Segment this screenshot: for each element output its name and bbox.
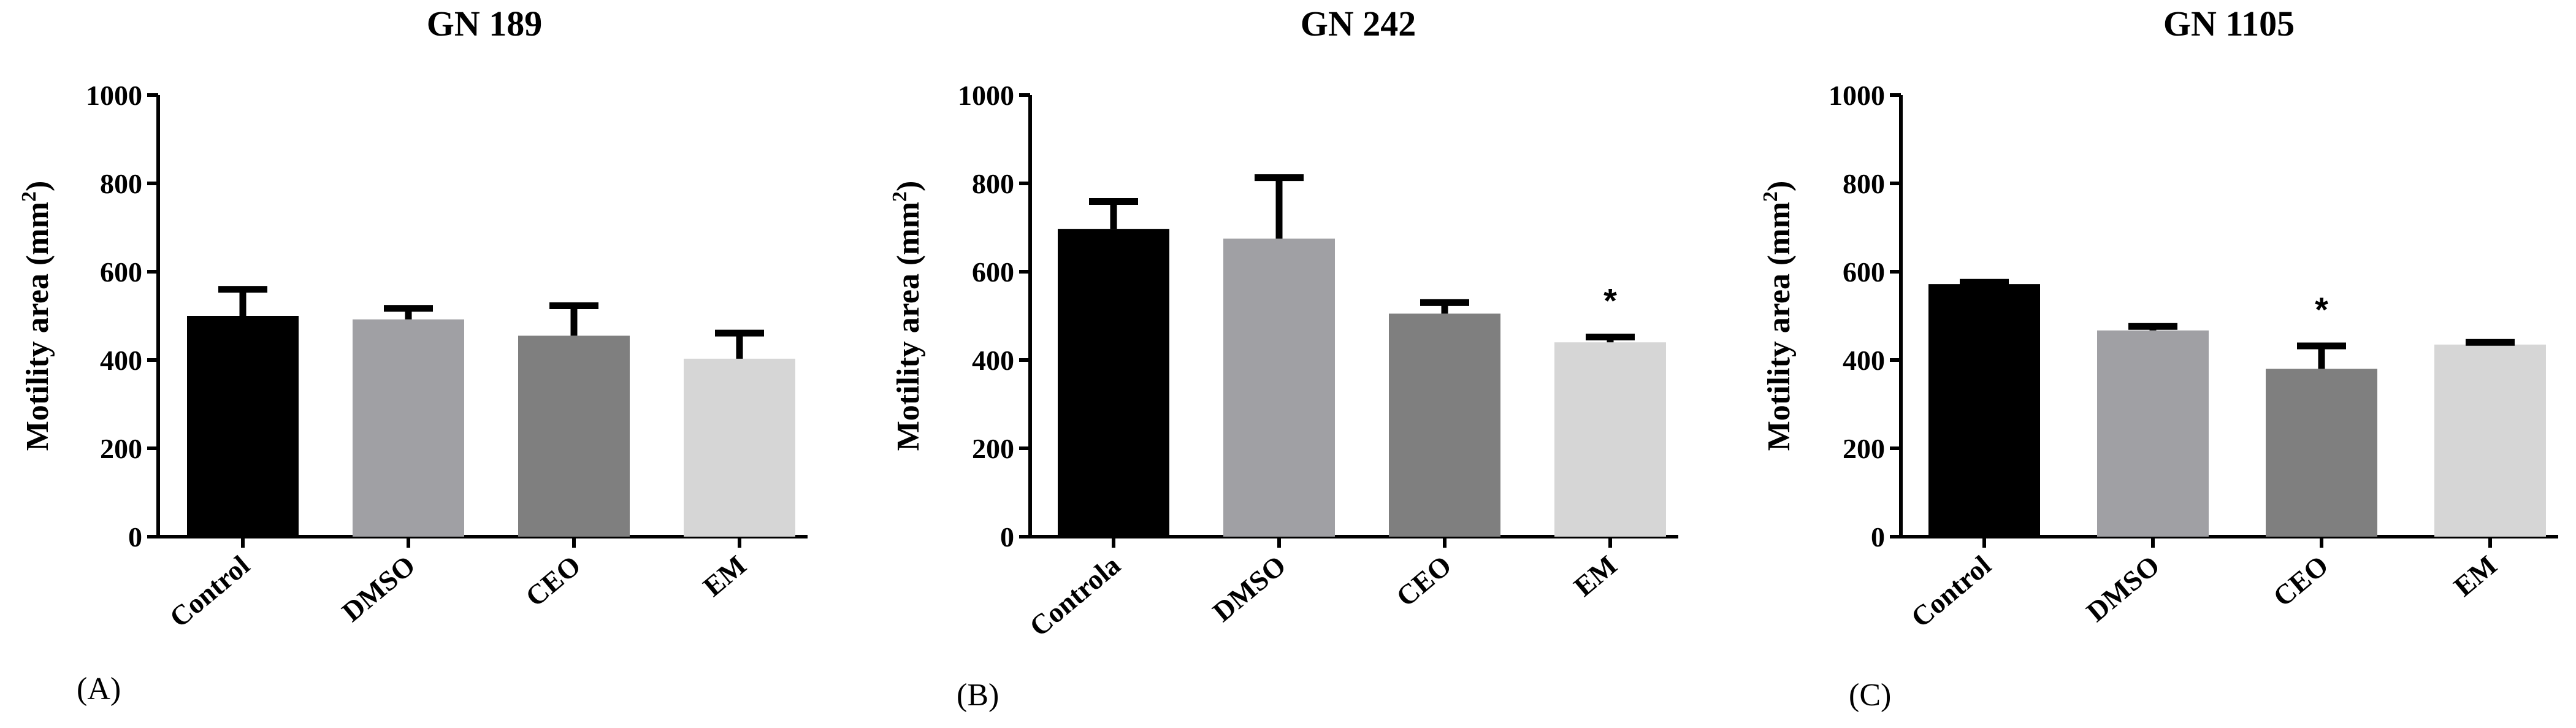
x-tick-label: Control [1905,550,1997,634]
y-tick-label: 400 [972,345,1014,376]
panel-label: (C) [1849,678,1891,713]
y-axis-label: Motility area (mm2) [18,181,55,451]
bar [2434,344,2546,537]
x-tick-label: DMSO [2081,550,2165,628]
bar [1058,229,1169,537]
bar [684,358,795,537]
y-tick-label: 600 [100,256,142,288]
x-tick-label: CEO [519,550,586,613]
chart-title: GN 1105 [2163,4,2295,44]
chart-title: GN 189 [427,4,543,44]
y-axis-label: Motility area (mm2) [1759,181,1797,451]
chart-panel: GN 189 0 200 400 600 800 1000 Motility area (mm… [18,4,808,707]
x-tick-label: CEO [2267,550,2334,613]
x-tick-label: EM [1568,550,1623,603]
x-tick-label: Control [164,550,256,634]
bar [1554,342,1666,537]
bar [187,316,299,537]
y-tick-label: 1000 [958,80,1014,111]
y-tick-label: 400 [100,345,142,376]
x-tick-label: DMSO [336,550,421,628]
panel-label: (B) [957,678,999,713]
y-tick-label: 0 [128,521,142,553]
y-tick-label: 200 [1843,433,1885,464]
bar [518,335,630,537]
x-tick-label: CEO [1390,550,1457,613]
bar [353,319,464,537]
y-tick-label: 0 [1871,521,1885,553]
y-tick-label: 200 [100,433,142,464]
chart-panel: GN 242 0 200 400 600 800 1000 Motility area (mm… [889,4,1678,713]
significance-marker: * [2315,290,2328,329]
y-tick-label: 800 [100,168,142,199]
bar [1389,313,1500,537]
x-tick-label: EM [2448,550,2503,603]
bar [1223,239,1335,537]
y-tick-label: 0 [1000,521,1014,553]
bar [1928,284,2040,537]
bar [2097,330,2209,537]
significance-marker: * [1603,282,1617,320]
bar [2266,369,2377,537]
chart-panel: GN 1105 0 200 400 600 800 1000 Motility area (m… [1759,4,2558,713]
y-tick-label: 400 [1843,345,1885,376]
y-tick-label: 600 [1843,256,1885,288]
y-axis-label: Motility area (mm2) [889,181,926,451]
x-tick-label: EM [697,550,752,603]
y-tick-label: 800 [1843,168,1885,199]
panel-label: (A) [77,672,121,707]
y-tick-label: 1000 [86,80,142,111]
chart-title: GN 242 [1301,4,1416,44]
y-tick-label: 800 [972,168,1014,199]
x-tick-label: DMSO [1207,550,1291,628]
y-tick-label: 200 [972,433,1014,464]
x-tick-label: Controla [1023,550,1126,643]
y-tick-label: 600 [972,256,1014,288]
y-tick-label: 1000 [1829,80,1885,111]
